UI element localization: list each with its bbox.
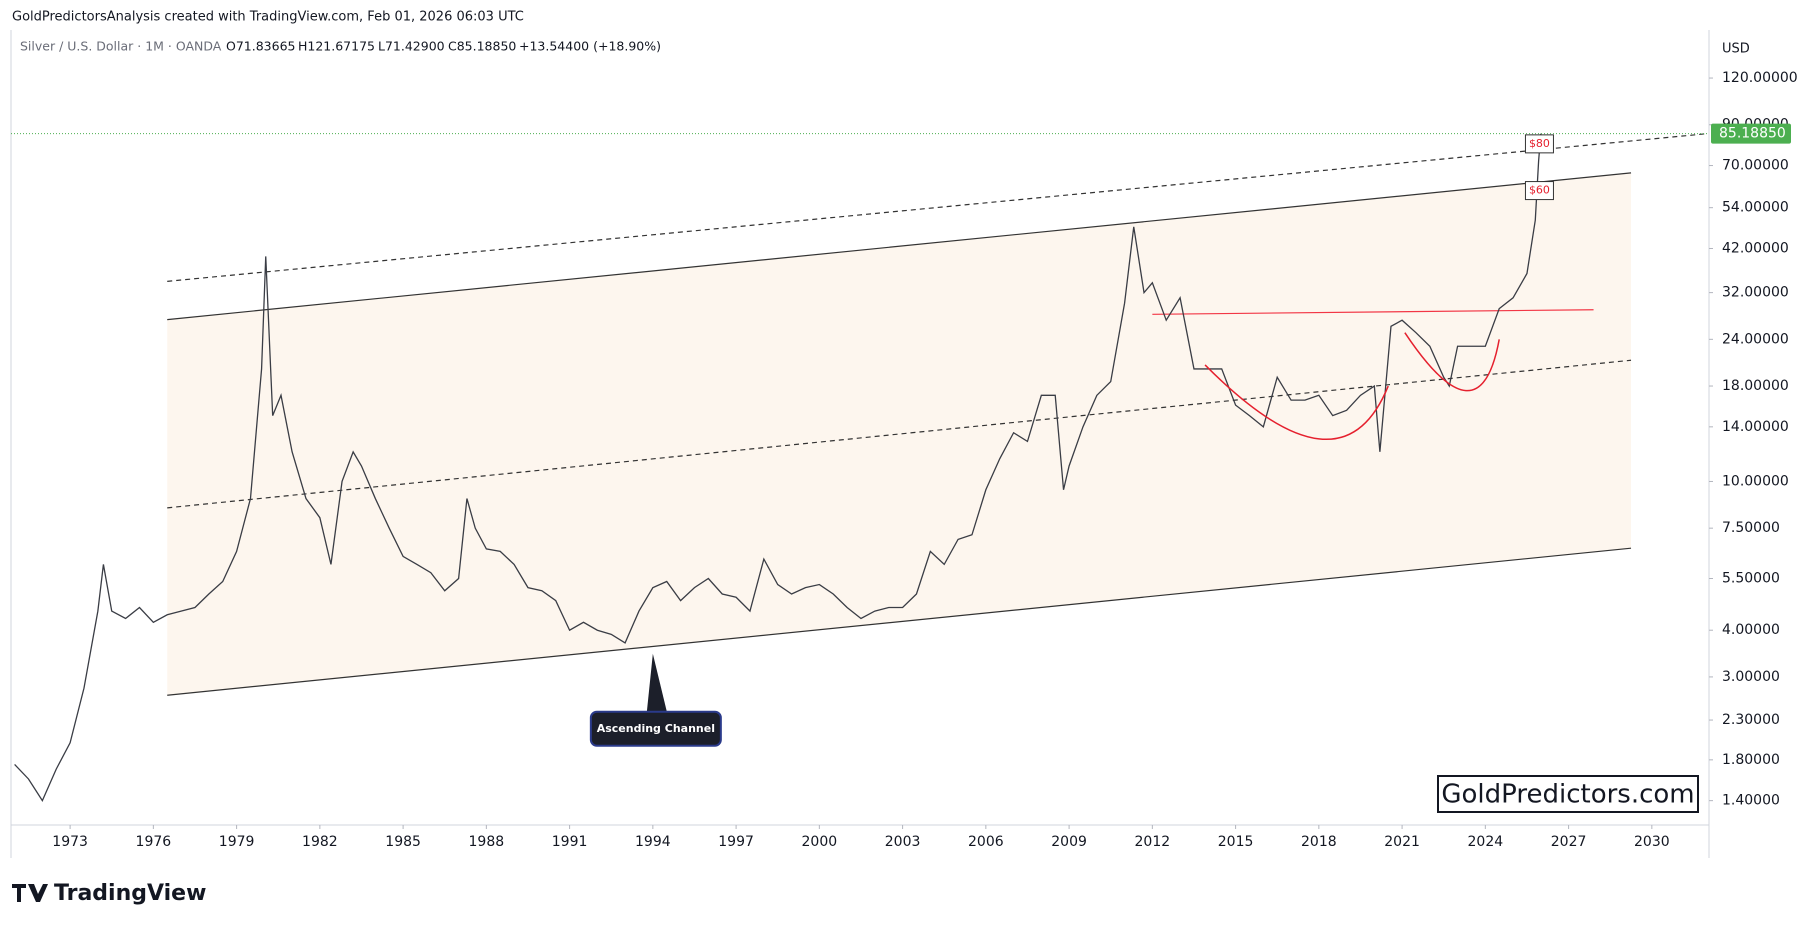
y-tick-label: 18.00000 (1722, 378, 1789, 394)
cup-arc (1404, 332, 1500, 392)
cup-arc (1204, 364, 1389, 441)
logo: TradingView (54, 881, 206, 906)
x-tick-label: 1991 (552, 834, 588, 850)
x-tick-label: 2009 (1051, 834, 1087, 850)
last-price-label: 85.18850 (1719, 126, 1786, 142)
y-tick-label: 4.00000 (1722, 622, 1780, 638)
price-marker-box (1524, 181, 1554, 201)
x-tick-label: 2030 (1634, 834, 1670, 850)
watermark-box (1437, 775, 1699, 813)
trendline (167, 359, 1632, 509)
x-tick-label: 2021 (1384, 834, 1420, 850)
currency: USD (1722, 42, 1750, 57)
last-price-box (1711, 123, 1791, 144)
change: +13.54400 (+18.90%) (519, 39, 661, 54)
y-tick-label: 1.80000 (1722, 752, 1780, 768)
trendline (1152, 309, 1594, 315)
callout-pointer (646, 653, 667, 712)
plot: 1973 1976 1979 1982 1985 1988 1991 1994 1997 2000… (11, 70, 1798, 850)
x-tick-label: 1982 (302, 834, 338, 850)
x-tick-label: 2018 (1301, 834, 1337, 850)
attribution: GoldPredictorsAnalysis created with Trad… (12, 10, 524, 25)
x-tick-label: 2006 (968, 834, 1004, 850)
x-tick-label: 2003 (885, 834, 921, 850)
x-tick-label: 1988 (469, 834, 505, 850)
y-tick-label: 42.00000 (1722, 240, 1789, 256)
trendline (167, 133, 1708, 282)
x-tick-label: 1994 (635, 834, 671, 850)
x-tick-label: 1997 (718, 834, 754, 850)
price-line (14, 133, 1542, 803)
channel-fill (167, 172, 1632, 696)
y-tick-label: 14.00000 (1722, 419, 1789, 435)
price-marker-box (1524, 134, 1554, 154)
y-tick-label: 10.00000 (1722, 473, 1789, 489)
x-tick-label: 2024 (1468, 834, 1504, 850)
low: L71.42900 (378, 39, 445, 54)
y-tick-label: 7.50000 (1722, 520, 1780, 536)
symbol: Silver / U.S. Dollar · 1M · OANDA (20, 39, 222, 54)
x-tick-label: 1976 (136, 834, 172, 850)
callout-label: Ascending Channel (597, 722, 715, 735)
x-tick-label: 1985 (385, 834, 421, 850)
logo-icon (12, 884, 48, 902)
close: C85.18850 (448, 39, 516, 54)
price-marker-label: $60 (1529, 184, 1550, 197)
y-tick-label: 3.00000 (1722, 669, 1780, 685)
y-tick-label: 70.00000 (1722, 158, 1789, 174)
y-tick-label: 24.00000 (1722, 331, 1789, 347)
y-tick-label: 120.00000 (1722, 70, 1798, 86)
price-marker-label: $80 (1529, 137, 1550, 150)
y-tick-label: 2.30000 (1722, 712, 1780, 728)
watermark: GoldPredictors.com (1441, 780, 1694, 810)
open: O71.83665 (226, 39, 295, 54)
x-tick-label: 2027 (1551, 834, 1587, 850)
y-tick-label: 5.50000 (1722, 571, 1780, 587)
x-tick-label: 1973 (52, 834, 88, 850)
y-tick-label: 32.00000 (1722, 285, 1789, 301)
trendline (167, 172, 1632, 321)
trendline (167, 547, 1632, 696)
x-tick-label: 2015 (1218, 834, 1254, 850)
y-tick-label: 54.00000 (1722, 200, 1789, 216)
x-tick-label: 2012 (1135, 834, 1171, 850)
high: H121.67175 (298, 39, 375, 54)
x-tick-label: 1979 (219, 834, 255, 850)
symbol-legend: Silver / U.S. Dollar · 1M · OANDA O71.83… (20, 39, 661, 54)
x-tick-label: 2000 (802, 834, 838, 850)
y-tick-label: 1.40000 (1722, 793, 1780, 809)
callout-box (589, 710, 722, 747)
